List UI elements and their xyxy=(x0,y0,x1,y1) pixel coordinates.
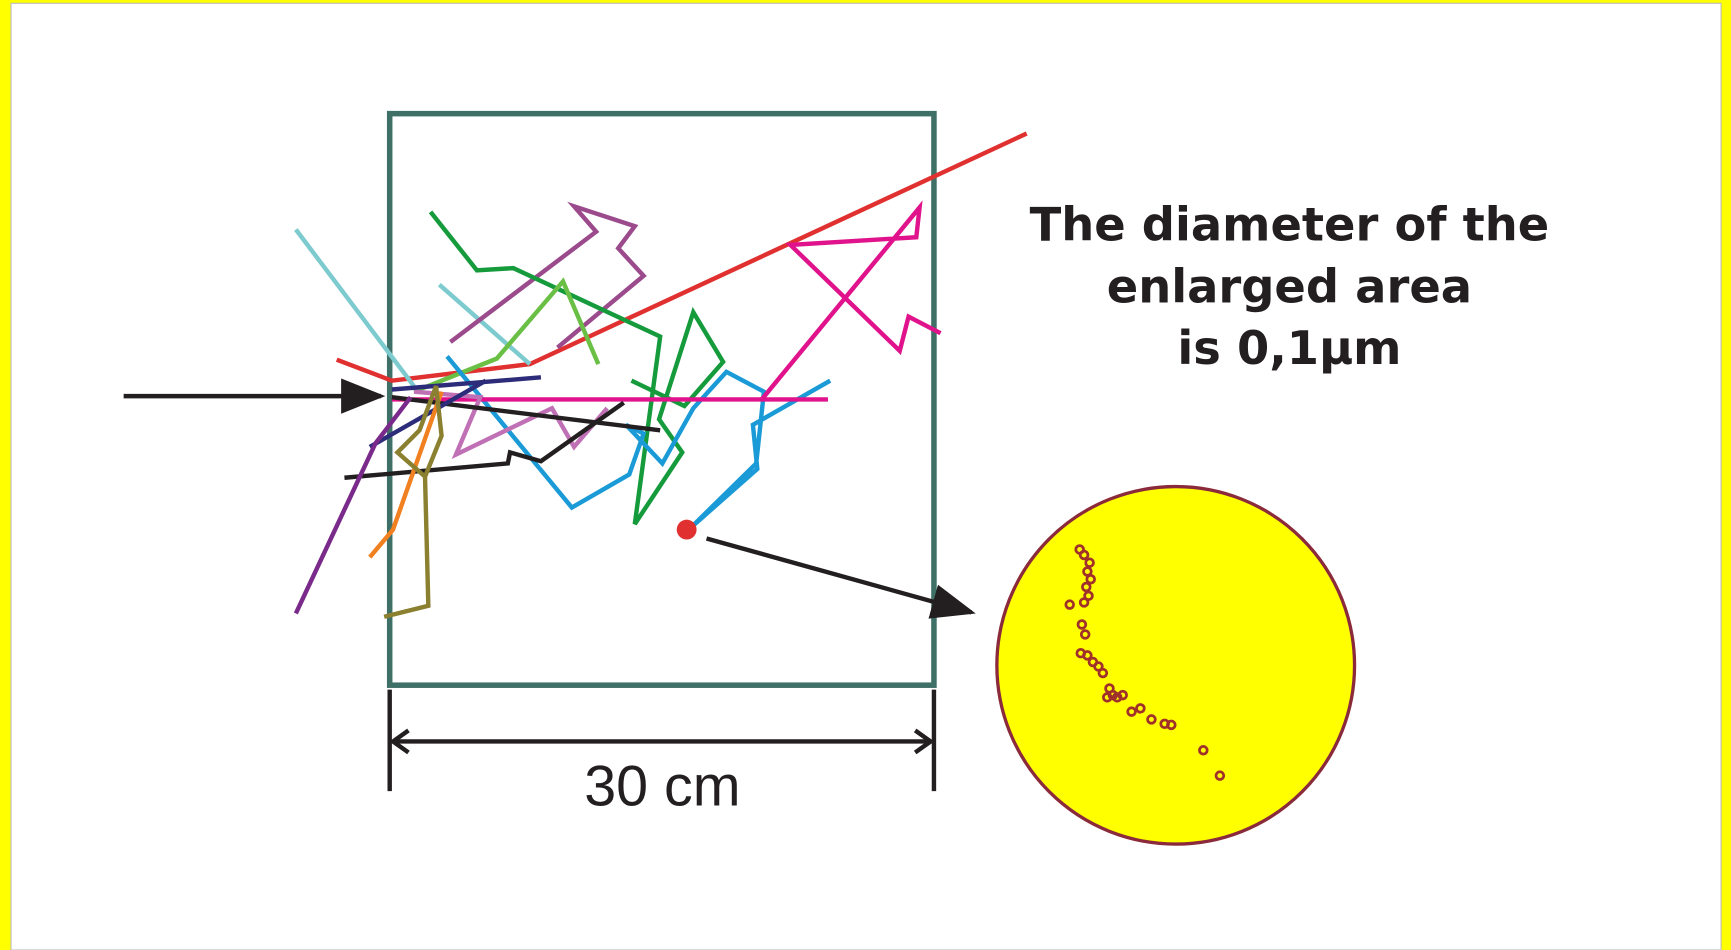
enlarged-area xyxy=(997,487,1355,844)
dimension-label: 30 cm xyxy=(584,754,740,818)
annotation-line: is 0,1µm xyxy=(1177,321,1401,375)
end-point xyxy=(677,520,697,540)
canvas xyxy=(11,3,1721,950)
annotation-line: enlarged area xyxy=(1107,259,1472,313)
diagram: 30 cm The diameter of the enlarged area … xyxy=(0,0,1731,950)
annotation-line: The diameter of the xyxy=(1030,198,1550,252)
